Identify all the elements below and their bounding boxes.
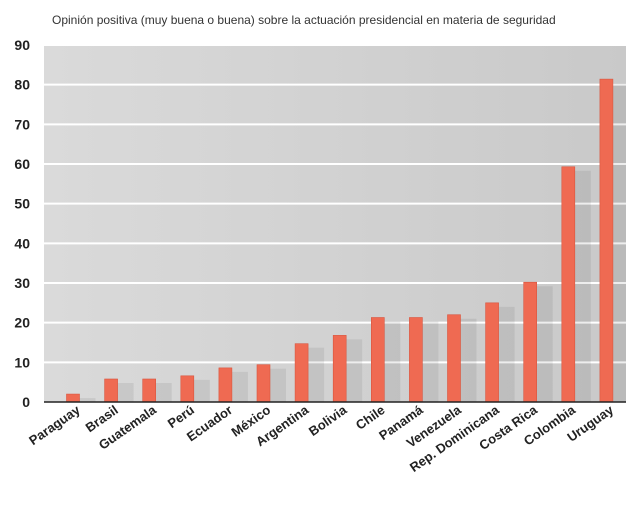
y-tick-label: 0 — [22, 394, 30, 410]
y-tick-label: 10 — [14, 354, 30, 370]
bar — [409, 317, 423, 403]
bar — [523, 281, 538, 403]
y-tick-label: 30 — [14, 275, 30, 291]
bar-shadow — [308, 347, 325, 402]
y-tick-label: 70 — [14, 116, 30, 132]
x-tick-label: Bolivia — [306, 402, 350, 439]
bar — [370, 317, 385, 403]
bar — [294, 343, 309, 403]
bar — [599, 78, 614, 403]
bar-shadow — [384, 321, 401, 402]
chart-title: Opinión positiva (muy buena o buena) sob… — [52, 13, 556, 27]
bar — [332, 335, 347, 403]
bar-shadow — [79, 398, 96, 402]
bar-shadow — [460, 318, 477, 402]
y-tick-label: 90 — [14, 37, 30, 53]
bar — [218, 367, 233, 403]
bars — [66, 78, 614, 403]
bar-shadow — [193, 379, 210, 402]
bar — [485, 302, 499, 403]
bar — [256, 364, 271, 403]
gridlines — [44, 44, 626, 364]
bar — [142, 378, 156, 403]
x-tick-label: Paraguay — [26, 402, 83, 448]
bar-shadow — [612, 83, 626, 402]
bar-shadow — [231, 371, 248, 402]
y-tick-label: 60 — [14, 156, 30, 172]
bar — [447, 314, 461, 403]
y-axis-ticks: 0 10 20 30 40 50 60 70 80 90 — [14, 37, 30, 410]
y-tick-label: 80 — [14, 77, 30, 93]
bar-shadow — [117, 382, 134, 402]
bar — [66, 393, 80, 403]
bar-shadow — [155, 382, 172, 402]
bar-shadow — [498, 306, 515, 402]
y-tick-label: 20 — [14, 315, 30, 331]
bar-shadow — [536, 286, 553, 402]
y-tick-label: 40 — [14, 235, 30, 251]
bar-shadow — [574, 170, 591, 402]
bar-shadows — [79, 83, 626, 402]
bar — [561, 166, 576, 403]
bar-shadow — [422, 321, 439, 402]
bar-shadow — [270, 368, 286, 402]
bar — [180, 375, 195, 403]
y-tick-label: 50 — [14, 196, 30, 212]
bar-shadow — [346, 339, 363, 402]
bar — [104, 378, 118, 403]
